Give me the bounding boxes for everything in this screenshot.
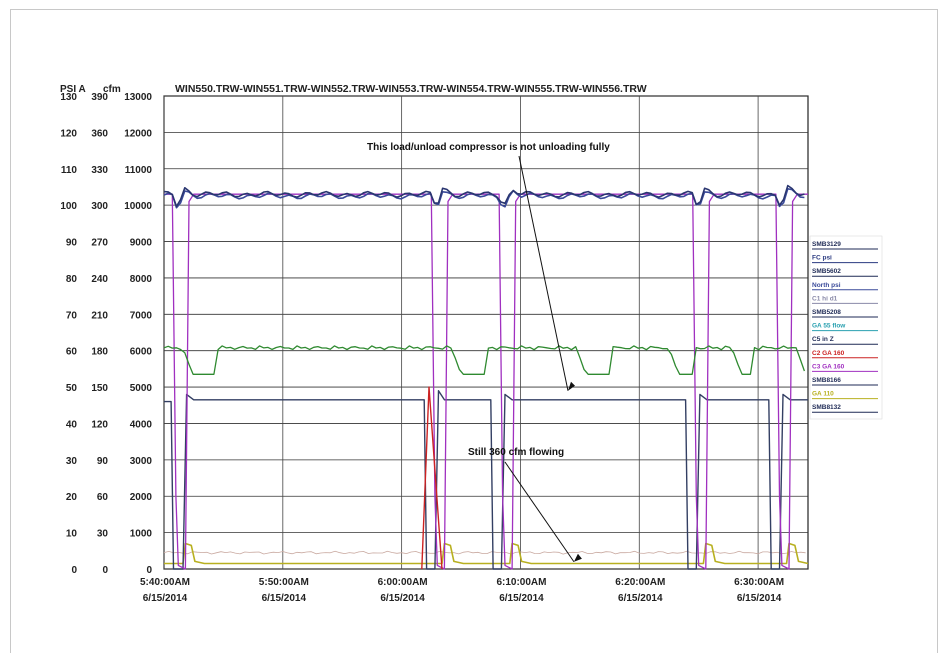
y-tick-label: 80 bbox=[66, 274, 78, 285]
y-tick-label: 10 bbox=[66, 529, 78, 540]
y-tick-label: 10000 bbox=[124, 201, 152, 212]
y-tick-label: 120 bbox=[60, 128, 77, 139]
x-tick-date: 6/15/2014 bbox=[143, 593, 188, 604]
cfm-axis-header: cfm bbox=[103, 84, 121, 95]
y-tick-label: 150 bbox=[91, 383, 108, 394]
y-tick-label: 360 bbox=[91, 128, 108, 139]
y-tick-label: 60 bbox=[97, 492, 109, 503]
y-tick-label: 5000 bbox=[130, 383, 153, 394]
x-tick-date: 6/15/2014 bbox=[262, 593, 307, 604]
x-tick-date: 6/15/2014 bbox=[737, 593, 782, 604]
legend-label: C2 GA 160 bbox=[812, 350, 845, 357]
y-tick-label: 4000 bbox=[130, 419, 153, 430]
y-tick-labels: 0102030405060708090100110120130030609012… bbox=[60, 92, 152, 576]
chart-grid bbox=[164, 96, 808, 569]
y-tick-label: 120 bbox=[91, 419, 108, 430]
y-tick-label: 110 bbox=[61, 165, 78, 176]
plot-area bbox=[164, 96, 808, 569]
y-tick-label: 40 bbox=[66, 419, 78, 430]
x-tick-date: 6/15/2014 bbox=[380, 593, 425, 604]
y-tick-label: 0 bbox=[71, 565, 77, 576]
x-tick-labels: 5:40:00AM 6/15/2014 5:50:00AM 6/15/2014 6:00… bbox=[140, 577, 784, 604]
legend: SMB3129 FC psi SMB5602 North psi C1 hi d1 SMB… bbox=[810, 236, 882, 419]
y-tick-label: 3000 bbox=[130, 456, 153, 467]
y-tick-label: 240 bbox=[91, 274, 108, 285]
x-tick-date: 6/15/2014 bbox=[618, 593, 663, 604]
y-tick-label: 90 bbox=[66, 238, 78, 249]
legend-label: C5 in Z bbox=[812, 336, 834, 343]
legend-label: SMB8166 bbox=[812, 377, 841, 384]
y-tick-label: 8000 bbox=[130, 274, 153, 285]
legend-label: C3 GA 160 bbox=[812, 363, 845, 370]
y-tick-label: 180 bbox=[91, 347, 108, 358]
y-tick-label: 9000 bbox=[130, 238, 153, 249]
annotation-still-flowing: Still 360 cfm flowing bbox=[468, 447, 564, 458]
x-tick-time: 6:30:00AM bbox=[734, 577, 784, 588]
legend-label: SMB5208 bbox=[812, 309, 841, 316]
y-tick-label: 330 bbox=[91, 165, 108, 176]
annotation-not-unloading: This load/unload compressor is not unloa… bbox=[367, 142, 610, 153]
y-tick-label: 30 bbox=[97, 529, 109, 540]
y-tick-label: 20 bbox=[66, 492, 78, 503]
y-tick-label: 1000 bbox=[130, 529, 153, 540]
y-tick-label: 90 bbox=[97, 456, 109, 467]
x-tick-date: 6/15/2014 bbox=[499, 593, 544, 604]
x-tick-time: 6:10:00AM bbox=[496, 577, 546, 588]
y-tick-label: 0 bbox=[102, 565, 108, 576]
x-tick-time: 6:20:00AM bbox=[615, 577, 665, 588]
y-tick-label: 13000 bbox=[124, 92, 152, 103]
legend-label: SMB3129 bbox=[812, 241, 841, 248]
y-tick-label: 30 bbox=[66, 456, 78, 467]
x-tick-time: 6:00:00AM bbox=[378, 577, 428, 588]
chart-title: WIN550.TRW-WIN551.TRW-WIN552.TRW-WIN553.… bbox=[175, 83, 647, 95]
y-tick-label: 60 bbox=[66, 347, 78, 358]
x-tick-time: 5:40:00AM bbox=[140, 577, 190, 588]
y-tick-label: 70 bbox=[66, 310, 78, 321]
y-tick-label: 6000 bbox=[130, 347, 153, 358]
legend-label: North psi bbox=[812, 282, 841, 289]
y-tick-label: 0 bbox=[146, 565, 152, 576]
legend-label: SMB5602 bbox=[812, 268, 841, 275]
y-tick-label: 300 bbox=[91, 201, 108, 212]
legend-label: GA 55 flow bbox=[812, 323, 846, 330]
legend-label: SMB8132 bbox=[812, 404, 841, 411]
legend-label: GA 110 bbox=[812, 391, 834, 398]
y-tick-label: 100 bbox=[60, 201, 77, 212]
legend-label: FC psi bbox=[812, 255, 832, 262]
x-tick-time: 5:50:00AM bbox=[259, 577, 309, 588]
y-tick-label: 270 bbox=[91, 238, 108, 249]
y-tick-label: 12000 bbox=[124, 128, 152, 139]
y-tick-label: 7000 bbox=[130, 310, 153, 321]
y-tick-label: 2000 bbox=[130, 492, 153, 503]
legend-label: C1 hi d1 bbox=[812, 295, 838, 302]
y-tick-label: 11000 bbox=[125, 165, 153, 176]
y-tick-label: 210 bbox=[91, 310, 108, 321]
y-tick-label: 50 bbox=[66, 383, 78, 394]
psi-axis-header: PSI A bbox=[60, 84, 86, 95]
